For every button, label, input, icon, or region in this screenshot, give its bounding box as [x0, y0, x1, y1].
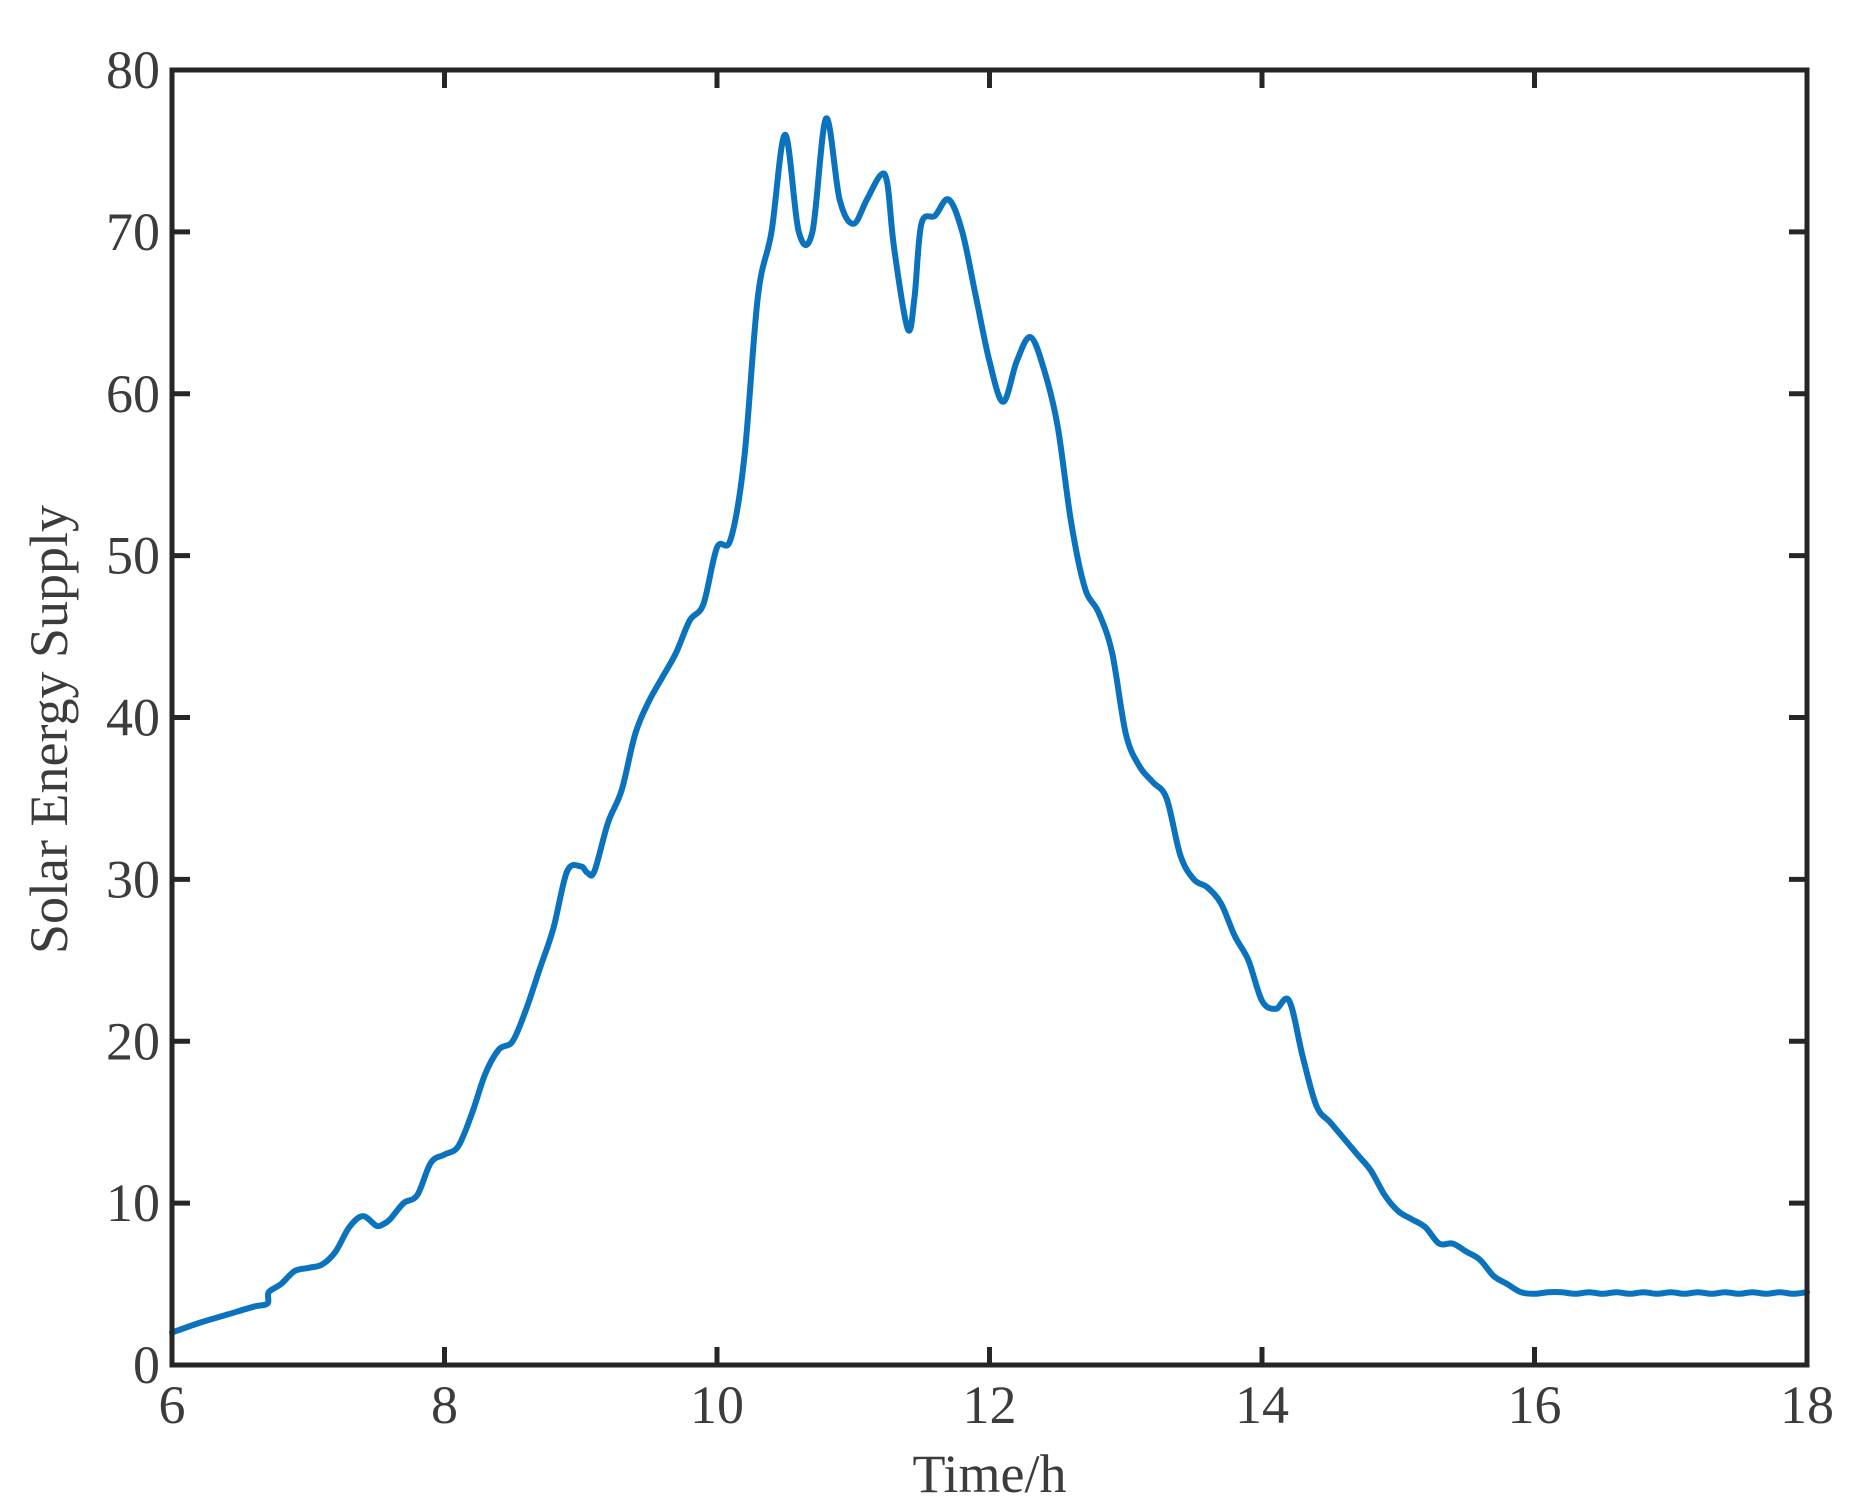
- y-tick-label: 80: [106, 40, 160, 100]
- y-tick-label: 0: [133, 1335, 160, 1395]
- y-tick-label: 20: [106, 1011, 160, 1071]
- y-tick-label: 10: [106, 1173, 160, 1233]
- x-tick-label: 12: [963, 1375, 1017, 1435]
- axis-ticks: [169, 67, 1810, 1368]
- y-tick-label: 60: [106, 364, 160, 424]
- x-axis-label: Time/h: [912, 1444, 1066, 1504]
- x-tick-label: 14: [1235, 1375, 1289, 1435]
- series-line-1: [169, 115, 1810, 1336]
- y-tick-label: 50: [106, 526, 160, 586]
- y-tick-label: 70: [106, 202, 160, 262]
- y-tick-label: 30: [106, 849, 160, 909]
- y-tick-label: 40: [106, 688, 160, 748]
- x-tick-label: 10: [690, 1375, 744, 1435]
- series-layer: [169, 115, 1810, 1336]
- axis-tick-labels: 6 8 10 12 14 16 18 0 10 20 30 40 50 60 70 80: [106, 40, 1834, 1435]
- y-axis-label: Solar Energy Supply: [19, 505, 79, 954]
- x-tick-label: 6: [159, 1375, 186, 1435]
- x-tick-label: 18: [1780, 1375, 1834, 1435]
- plot-frame: [169, 67, 1810, 1368]
- x-tick-label: 16: [1508, 1375, 1562, 1435]
- x-tick-label: 8: [431, 1375, 458, 1435]
